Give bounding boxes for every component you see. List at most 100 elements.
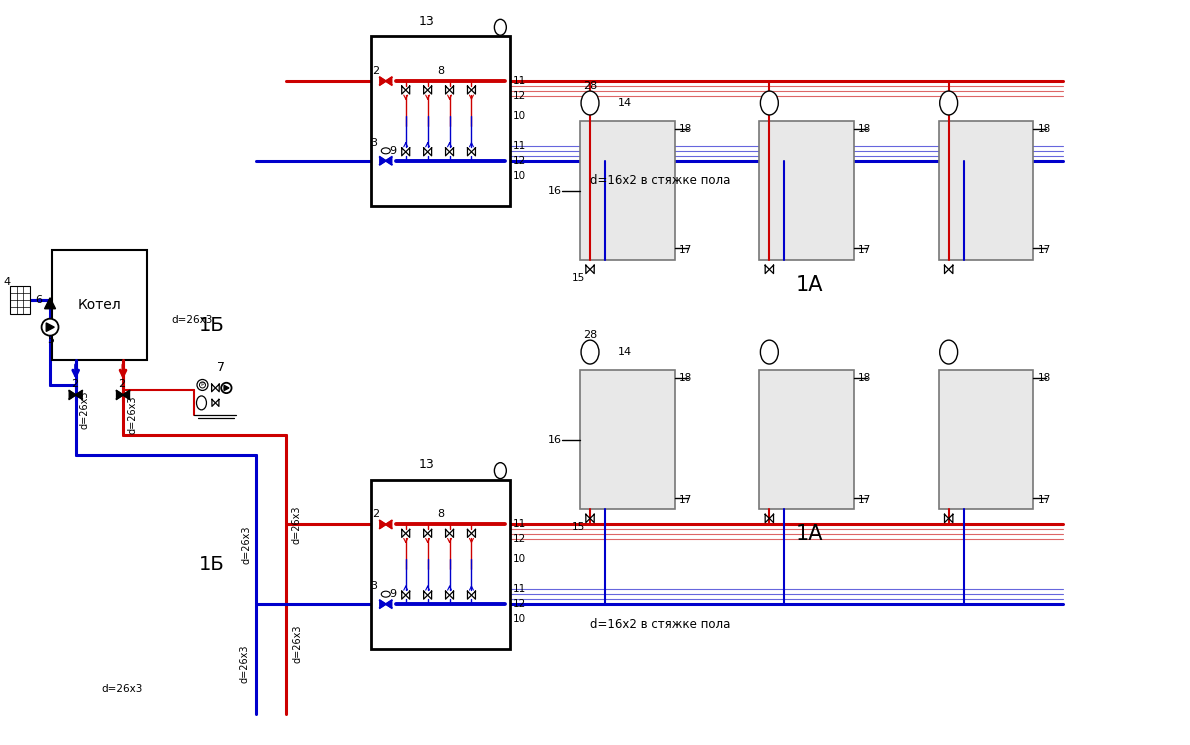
- Text: d=16x2 в стяжке пола: d=16x2 в стяжке пола: [589, 174, 729, 187]
- Text: d=26х3: d=26х3: [242, 525, 251, 564]
- Bar: [371, 37, 511, 206]
- Ellipse shape: [940, 340, 958, 364]
- Text: 16: 16: [549, 435, 562, 445]
- Text: 15: 15: [571, 522, 584, 533]
- Text: 18: 18: [678, 373, 691, 383]
- Text: 3: 3: [370, 581, 377, 592]
- Bar: [580, 370, 675, 510]
- Text: 2: 2: [372, 510, 380, 519]
- Text: 9: 9: [389, 589, 396, 599]
- Circle shape: [42, 319, 58, 336]
- Text: 7: 7: [218, 361, 225, 373]
- Polygon shape: [386, 157, 392, 165]
- Text: 10: 10: [513, 111, 526, 121]
- Polygon shape: [69, 390, 76, 399]
- Polygon shape: [76, 390, 82, 399]
- Text: 8: 8: [437, 66, 444, 76]
- Circle shape: [221, 383, 232, 393]
- Polygon shape: [224, 385, 228, 390]
- Text: 2: 2: [71, 379, 79, 389]
- Text: 12: 12: [513, 156, 526, 166]
- Text: 15: 15: [571, 273, 584, 283]
- Text: 17: 17: [678, 245, 691, 256]
- Ellipse shape: [196, 396, 206, 410]
- Polygon shape: [123, 390, 130, 399]
- Text: 1Б: 1Б: [199, 555, 224, 574]
- Text: d=26х3: d=26х3: [171, 315, 213, 326]
- Polygon shape: [380, 77, 386, 85]
- Bar: [939, 370, 1033, 510]
- Polygon shape: [380, 521, 386, 528]
- Text: 18: 18: [1038, 373, 1051, 383]
- Bar: [52, 250, 146, 360]
- Text: 3: 3: [370, 138, 377, 148]
- Text: 17: 17: [1038, 245, 1051, 256]
- Text: 17: 17: [678, 495, 691, 504]
- Text: 17: 17: [858, 495, 871, 504]
- Text: 18: 18: [858, 124, 871, 134]
- Ellipse shape: [581, 340, 599, 364]
- Bar: [11, 286, 30, 314]
- Polygon shape: [386, 521, 392, 528]
- Text: 14: 14: [618, 347, 632, 357]
- Text: 9: 9: [389, 146, 396, 156]
- Text: d=26х3: d=26х3: [292, 505, 301, 544]
- Text: d=16x2 в стяжке пола: d=16x2 в стяжке пола: [589, 618, 729, 630]
- Text: 13: 13: [419, 15, 434, 28]
- Text: 12: 12: [513, 599, 526, 609]
- Text: 12: 12: [513, 91, 526, 101]
- Text: 10: 10: [513, 614, 526, 624]
- Text: 11: 11: [513, 76, 526, 86]
- Text: 18: 18: [858, 373, 871, 383]
- Ellipse shape: [381, 148, 390, 153]
- Text: 8: 8: [437, 510, 444, 519]
- Text: 14: 14: [618, 98, 632, 108]
- Polygon shape: [46, 323, 55, 332]
- Bar: [580, 121, 675, 261]
- Bar: [939, 121, 1033, 261]
- Bar: [371, 480, 511, 649]
- Text: 10: 10: [513, 171, 526, 181]
- Text: 2: 2: [119, 379, 126, 389]
- Polygon shape: [380, 600, 386, 608]
- Ellipse shape: [940, 91, 958, 115]
- Ellipse shape: [494, 463, 506, 478]
- Text: 1А: 1А: [795, 276, 823, 295]
- Bar: [759, 121, 854, 261]
- Text: 6: 6: [36, 295, 43, 305]
- Ellipse shape: [494, 19, 506, 35]
- Text: 13: 13: [419, 458, 434, 471]
- Ellipse shape: [381, 592, 390, 597]
- Polygon shape: [380, 157, 386, 165]
- Text: 1А: 1А: [795, 524, 823, 545]
- Text: 28: 28: [583, 81, 597, 91]
- Polygon shape: [44, 298, 56, 308]
- Text: 28: 28: [583, 330, 597, 340]
- Polygon shape: [117, 390, 123, 399]
- Polygon shape: [386, 600, 392, 608]
- Text: 11: 11: [513, 584, 526, 595]
- Text: Котел: Котел: [77, 298, 121, 312]
- Text: d=26х3: d=26х3: [239, 644, 250, 683]
- Ellipse shape: [760, 91, 778, 115]
- Text: 10: 10: [513, 554, 526, 564]
- Text: d=26х3: d=26х3: [292, 625, 302, 663]
- Ellipse shape: [760, 340, 778, 364]
- Text: d=26х3: d=26х3: [80, 390, 89, 429]
- Text: 11: 11: [513, 141, 526, 150]
- Text: 2: 2: [372, 66, 380, 76]
- Text: P: P: [201, 382, 205, 387]
- Text: d=26х3: d=26х3: [129, 396, 138, 434]
- Text: 16: 16: [549, 186, 562, 196]
- Text: 17: 17: [1038, 495, 1051, 504]
- Text: 4: 4: [4, 277, 11, 288]
- Text: 5: 5: [48, 335, 55, 345]
- Text: 1Б: 1Б: [199, 316, 224, 335]
- Text: 17: 17: [858, 245, 871, 256]
- Text: 18: 18: [1038, 124, 1051, 134]
- Text: 18: 18: [678, 124, 691, 134]
- Text: d=26х3: d=26х3: [102, 684, 143, 694]
- Text: 11: 11: [513, 519, 526, 530]
- Bar: [759, 370, 854, 510]
- Circle shape: [200, 382, 206, 388]
